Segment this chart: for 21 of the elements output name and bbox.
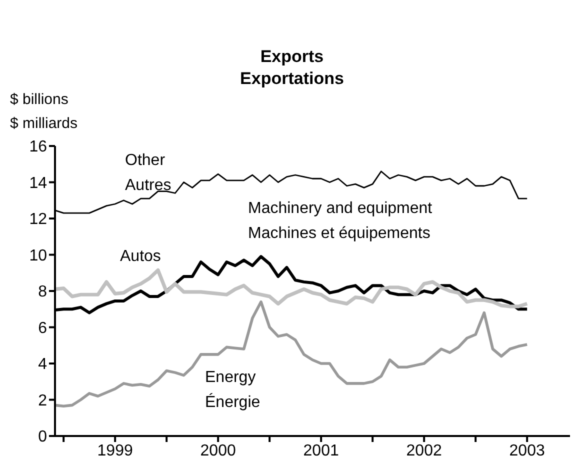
y-tick-label: 6	[38, 320, 48, 337]
y-axis-title: $ billions $ milliards	[10, 90, 78, 134]
x-tick-label: 2001	[303, 442, 339, 460]
x-tick-label: 1999	[97, 442, 133, 460]
x-tick-label: 2002	[406, 442, 442, 460]
series-label: Other Autres	[125, 151, 172, 196]
y-tick-label: 12	[29, 211, 48, 228]
y-tick-label: 4	[38, 356, 48, 374]
series-label: Energy Énergie	[205, 368, 260, 413]
series-label: Machinery and equipment Machines et équipements	[248, 199, 432, 244]
y-tick-label: 16	[29, 138, 48, 156]
y-tick-label: 2	[38, 392, 48, 410]
line-series	[55, 268, 529, 308]
y-tick-label: 10	[29, 247, 48, 264]
x-tick-label: 2003	[509, 442, 545, 460]
y-tick-label: 0	[38, 428, 48, 446]
y-tick-label: 8	[38, 284, 48, 301]
series-label: Autos	[120, 247, 161, 267]
chart-title: Exports Exportations	[239, 46, 345, 90]
x-tick-label: 2000	[200, 442, 236, 460]
y-tick-label: 14	[29, 174, 48, 192]
